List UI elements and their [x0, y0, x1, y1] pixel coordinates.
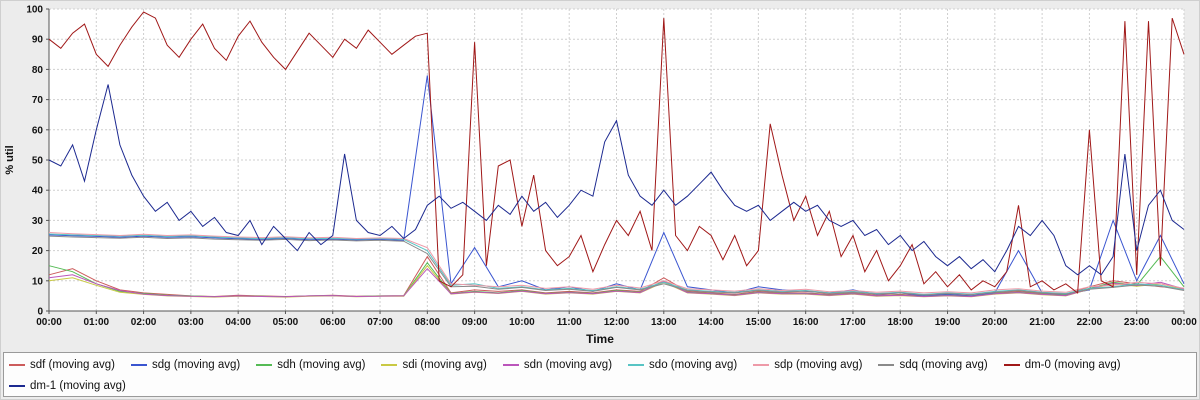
legend-marker	[1003, 363, 1020, 366]
y-tick-label: 100	[26, 5, 43, 16]
legend-item-sdg: sdg (moving avg)	[131, 359, 240, 371]
series-sdp	[48, 232, 1185, 294]
legend-item-sdo: sdo (moving avg)	[628, 359, 737, 371]
x-tick-label: 15:00	[746, 317, 772, 328]
series-sdn	[48, 267, 1185, 298]
series-dm-0	[48, 11, 1185, 294]
legend-label: dm-1 (moving avg)	[30, 379, 126, 392]
x-tick-label: 08:00	[415, 317, 441, 328]
y-tick-label: 10	[32, 276, 44, 287]
y-tick-label: 60	[32, 125, 44, 136]
y-tick-label: 90	[32, 35, 44, 46]
legend-item-sdf: sdf (moving avg)	[9, 359, 115, 371]
legend-item-sdq: sdq (moving avg)	[878, 358, 988, 371]
x-tick-label: 06:00	[320, 317, 346, 328]
legend-item-sdi: sdi (moving avg)	[381, 358, 487, 371]
y-tick-label: 70	[32, 95, 44, 106]
legend-label: dm-0 (moving avg)	[1024, 358, 1121, 371]
series-layer	[48, 11, 1185, 298]
legend-marker	[9, 363, 25, 366]
series-sdo	[48, 233, 1185, 295]
x-tick-label: 10:00	[509, 317, 535, 328]
x-tick-label: 21:00	[1029, 317, 1055, 328]
legend-row: dm-1 (moving avg)	[9, 375, 1191, 396]
x-tick-label: 22:00	[1077, 317, 1103, 328]
legend-label: sdp (moving avg)	[774, 358, 863, 371]
legend-marker	[131, 363, 148, 366]
x-tick-label: 09:00	[462, 317, 488, 328]
y-tick-label: 30	[32, 216, 44, 227]
legend-label: sdn (moving avg)	[523, 358, 613, 371]
legend-label: sdh (moving avg)	[277, 358, 366, 371]
x-tick-label: 14:00	[698, 317, 724, 328]
x-tick-label: 12:00	[604, 317, 630, 328]
x-tick-label: 03:00	[178, 317, 204, 328]
x-tick-label: 07:00	[367, 317, 393, 328]
legend-label: sdg (moving avg)	[152, 358, 241, 371]
y-tick-label: 0	[37, 307, 43, 318]
legend-marker	[256, 363, 273, 366]
legend-marker	[878, 363, 895, 366]
legend-label: sdq (moving avg)	[899, 358, 988, 371]
y-tick-label: 50	[32, 156, 44, 167]
series-sdq	[48, 235, 1185, 296]
x-tick-label: 04:00	[225, 317, 251, 328]
legend-label: sdo (moving avg)	[649, 358, 738, 371]
x-tick-label: 13:00	[651, 317, 677, 328]
x-tick-label: 05:00	[273, 317, 299, 328]
x-tick-label: 02:00	[131, 317, 157, 328]
series-dm-1	[48, 84, 1185, 276]
x-tick-label: 00:00	[36, 317, 62, 328]
y-tick-label: 20	[32, 246, 44, 257]
x-tick-label: 17:00	[840, 317, 866, 328]
x-tick-label: 00:00	[1171, 317, 1197, 328]
legend-marker	[502, 363, 519, 366]
x-tick-label: 20:00	[982, 317, 1008, 328]
tick-label-layer: 00:00 01:00 02:00 03:00 04:00 05:00 06:00 07:00…	[26, 5, 1197, 329]
legend-marker	[381, 363, 398, 366]
series-sdg	[48, 75, 1185, 297]
y-tick-label: 40	[32, 186, 44, 197]
legend-item-sdh: sdh (moving avg)	[256, 359, 365, 371]
x-tick-label: 11:00	[557, 317, 582, 328]
x-axis-title: Time	[586, 332, 614, 346]
legend-label: sdf (moving avg)	[30, 358, 116, 371]
legend-item-dm-0: dm-0 (moving avg)	[1003, 358, 1121, 371]
plot-area: 00:00 01:00 02:00 03:00 04:00 05:00 06:00 07:00…	[4, 5, 1197, 329]
legend-row: sdf (moving avg) sdg (moving avg) sdh (mov…	[9, 354, 1191, 375]
legend-marker	[9, 384, 25, 387]
legend-item-dm-1: dm-1 (moving avg)	[9, 380, 126, 392]
legend-label: sdi (moving avg)	[402, 358, 487, 371]
x-tick-label: 19:00	[935, 317, 961, 328]
x-tick-label: 23:00	[1124, 317, 1150, 328]
legend-item-sdn: sdn (moving avg)	[502, 358, 613, 371]
y-axis-title: % util	[4, 145, 16, 174]
grid-layer	[48, 8, 1185, 312]
legend: sdf (moving avg) sdg (moving avg) sdh (mov…	[3, 352, 1197, 397]
x-tick-label: 16:00	[793, 317, 819, 328]
legend-item-sdp: sdp (moving avg)	[753, 359, 862, 371]
legend-marker	[753, 363, 770, 366]
y-tick-label: 80	[32, 65, 44, 76]
legend-marker	[628, 363, 645, 366]
x-tick-label: 01:00	[84, 317, 110, 328]
x-tick-label: 18:00	[887, 317, 913, 328]
